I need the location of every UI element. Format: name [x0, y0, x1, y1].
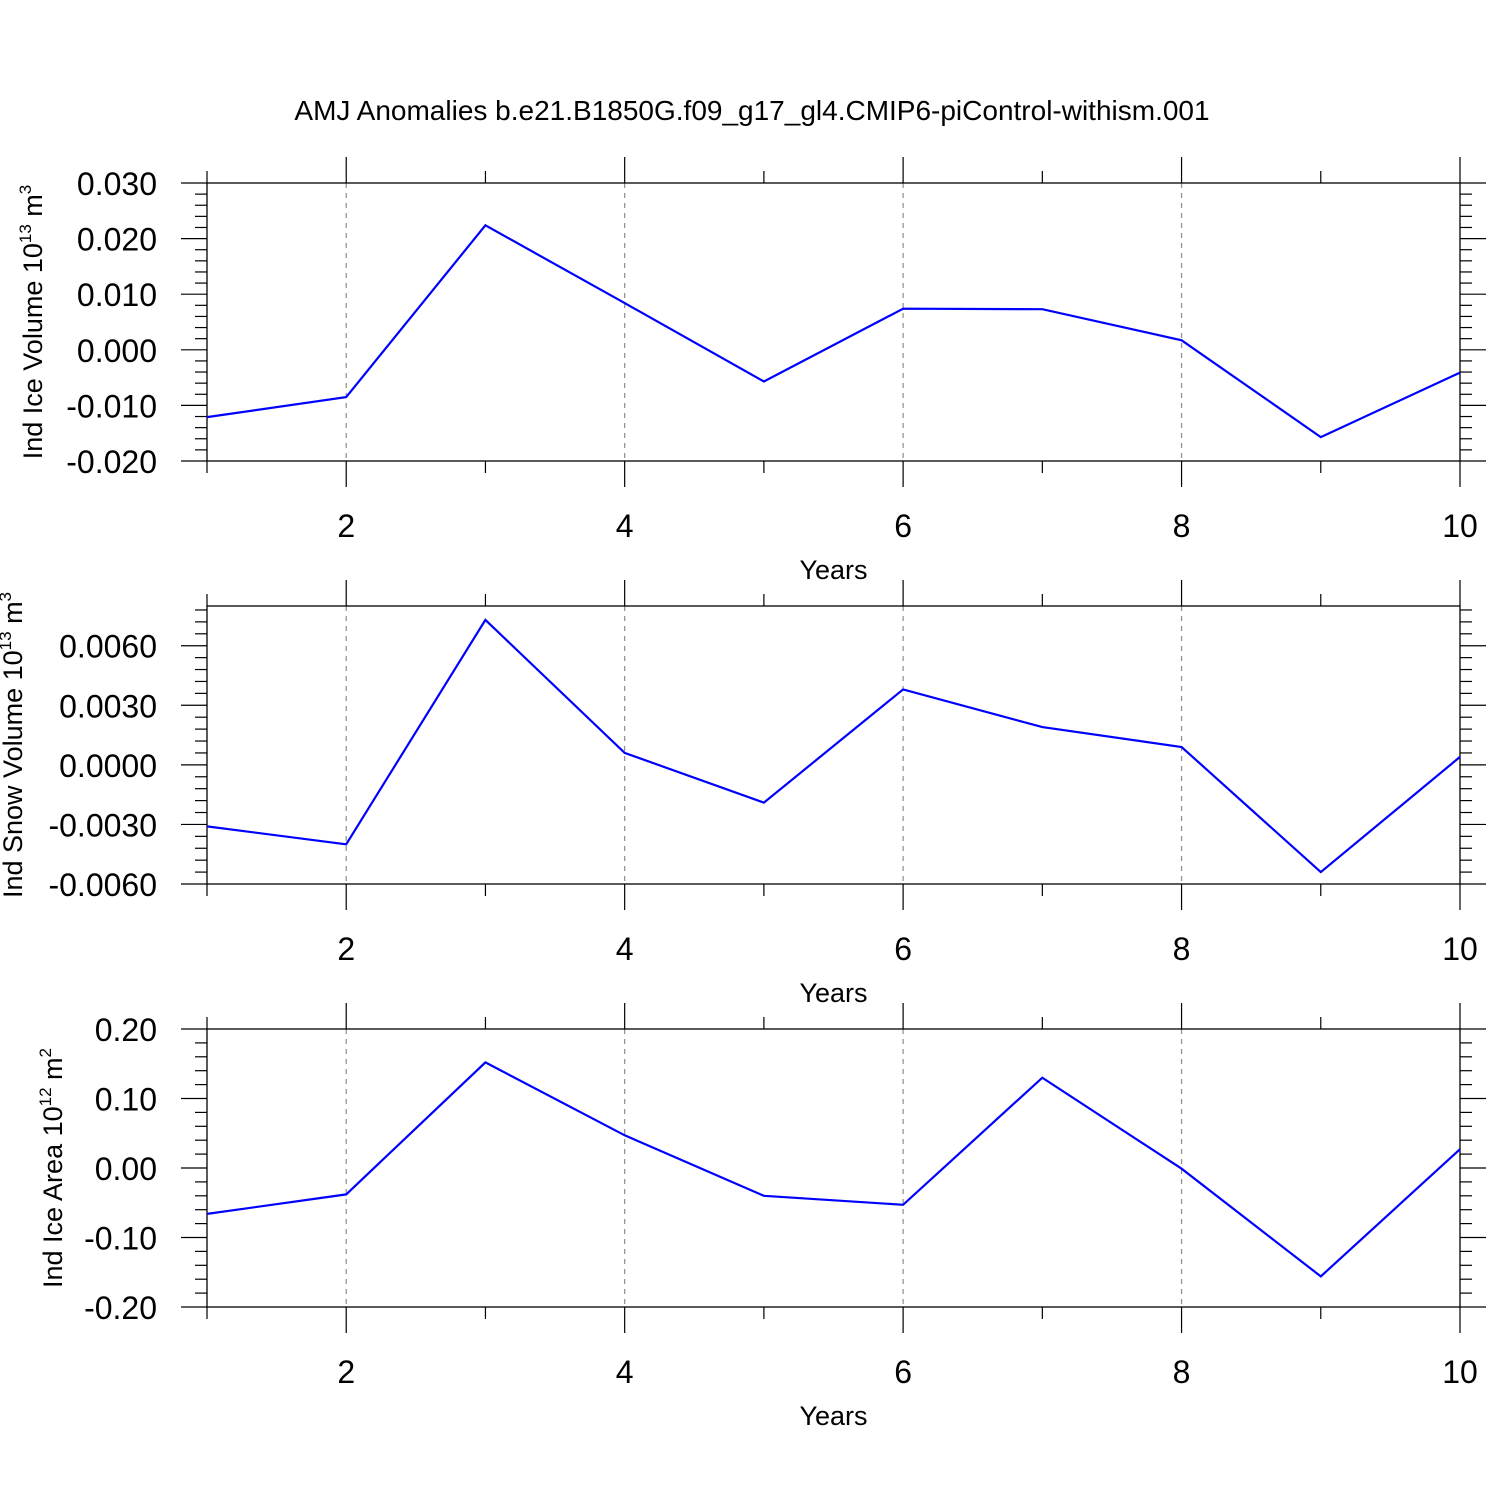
x-axis-label: Years — [799, 1401, 867, 1431]
y-tick-label: 0.0030 — [59, 688, 157, 724]
y-tick-label: 0.000 — [77, 333, 157, 369]
x-tick-label: 8 — [1173, 1354, 1191, 1390]
x-tick-label: 4 — [616, 931, 634, 967]
y-tick-label: -0.0060 — [48, 867, 157, 903]
x-tick-label: 10 — [1442, 508, 1478, 544]
y-axis-label-text: m — [18, 194, 48, 224]
x-tick-label: 6 — [894, 508, 912, 544]
data-line — [206, 1061, 1461, 1278]
y-tick-label: -0.10 — [84, 1221, 157, 1257]
y-tick-label: 0.10 — [95, 1082, 157, 1118]
y-axis-label-superscript: 3 — [0, 592, 15, 601]
chart-panel-1: 2 4 6 8 10 Years -0.020 -0.010 0.000 0.010 0.020 0.… — [16, 157, 1486, 585]
y-axis-label-text: Ind Ice Volume 10 — [18, 243, 48, 459]
y-axis-label-superscript: 3 — [16, 185, 35, 194]
y-tick-label: -0.020 — [66, 444, 157, 480]
x-tick-label: 8 — [1173, 931, 1191, 967]
x-tick-label: 8 — [1173, 508, 1191, 544]
y-tick-label: 0.20 — [95, 1012, 157, 1048]
y-axis-label-text: Ind Ice Area 10 — [38, 1106, 68, 1288]
y-axis-label-text: m — [0, 601, 28, 631]
y-tick-label: 0.020 — [77, 222, 157, 258]
y-axis-label-superscript: 13 — [16, 224, 35, 243]
plot-frame — [206, 182, 1461, 462]
data-line — [206, 618, 1461, 874]
x-tick-label: 4 — [616, 1354, 634, 1390]
y-tick-label: 0.0060 — [59, 629, 157, 665]
y-axis-label-text: m — [38, 1057, 68, 1087]
x-tick-label: 2 — [337, 1354, 355, 1390]
figure-title: AMJ Anomalies b.e21.B1850G.f09_g17_gl4.C… — [294, 95, 1209, 126]
x-axis-label: Years — [799, 555, 867, 585]
data-line — [206, 223, 1461, 439]
x-tick-label: 6 — [894, 931, 912, 967]
y-axis-label-superscript: 13 — [0, 631, 15, 650]
plot-frame — [206, 605, 1461, 885]
y-axis-label-superscript: 12 — [36, 1087, 55, 1106]
chart-panel-2: 2 4 6 8 10 Years -0.0060 -0.0030 0.0000 0.0030 0.0… — [0, 580, 1486, 1008]
x-axis-label: Years — [799, 978, 867, 1008]
y-axis-label: Ind Ice Volume 1013 m3 — [16, 185, 48, 460]
y-tick-label: 0.030 — [77, 166, 157, 202]
x-tick-label: 2 — [337, 508, 355, 544]
plot-frame — [206, 1028, 1461, 1308]
y-tick-label: 0.010 — [77, 277, 157, 313]
y-axis-label: Ind Ice Area 1012 m2 — [36, 1048, 68, 1288]
y-axis-label-text: Ind Snow Volume 10 — [0, 650, 28, 898]
y-tick-label: -0.0030 — [48, 807, 157, 843]
y-axis-label-superscript: 2 — [36, 1048, 55, 1057]
y-tick-label: 0.0000 — [59, 748, 157, 784]
y-tick-label: 0.00 — [95, 1151, 157, 1187]
x-tick-label: 10 — [1442, 931, 1478, 967]
y-axis-label: Ind Snow Volume 1013 m3 — [0, 592, 28, 898]
x-tick-label: 6 — [894, 1354, 912, 1390]
y-tick-label: -0.20 — [84, 1290, 157, 1326]
chart-panel-3: 2 4 6 8 10 Years -0.20 -0.10 0.00 0.10 0.20 Ind Ice… — [36, 1003, 1486, 1431]
y-tick-label: -0.010 — [66, 388, 157, 424]
x-tick-label: 10 — [1442, 1354, 1478, 1390]
x-tick-label: 4 — [616, 508, 634, 544]
x-tick-label: 2 — [337, 931, 355, 967]
